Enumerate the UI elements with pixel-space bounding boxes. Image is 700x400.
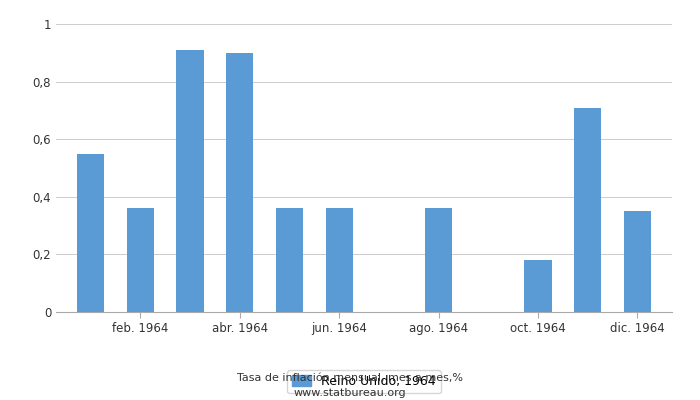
Bar — [425, 208, 452, 312]
Bar — [77, 154, 104, 312]
Bar — [524, 260, 552, 312]
Bar — [276, 208, 303, 312]
Bar — [624, 211, 651, 312]
Bar — [226, 53, 253, 312]
Bar — [176, 50, 204, 312]
Legend: Reino Unido, 1964: Reino Unido, 1964 — [287, 370, 441, 393]
Bar — [127, 208, 154, 312]
Text: Tasa de inflación mensual, mes a mes,%: Tasa de inflación mensual, mes a mes,% — [237, 373, 463, 383]
Bar — [574, 108, 601, 312]
Bar — [326, 208, 353, 312]
Text: www.statbureau.org: www.statbureau.org — [294, 388, 406, 398]
